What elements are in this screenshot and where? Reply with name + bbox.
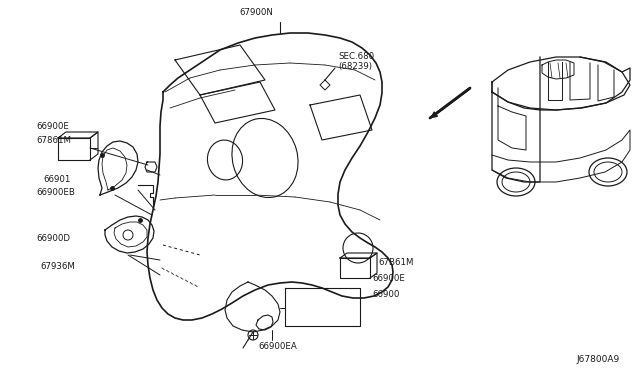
- Text: J67800A9: J67800A9: [576, 355, 620, 364]
- Text: 66900EB: 66900EB: [36, 188, 75, 197]
- Text: 67861M: 67861M: [36, 136, 71, 145]
- Text: SEC.680: SEC.680: [338, 52, 374, 61]
- Text: 67900N: 67900N: [239, 8, 273, 17]
- Text: 66900: 66900: [372, 290, 399, 299]
- Text: 66900EA: 66900EA: [258, 342, 297, 351]
- Text: 66900E: 66900E: [372, 274, 405, 283]
- Text: 67B61M: 67B61M: [378, 258, 413, 267]
- Text: 66901: 66901: [43, 175, 70, 184]
- Text: (68239): (68239): [338, 62, 372, 71]
- Text: 67936M: 67936M: [40, 262, 75, 271]
- Text: 66900E: 66900E: [36, 122, 69, 131]
- Text: 66900D: 66900D: [36, 234, 70, 243]
